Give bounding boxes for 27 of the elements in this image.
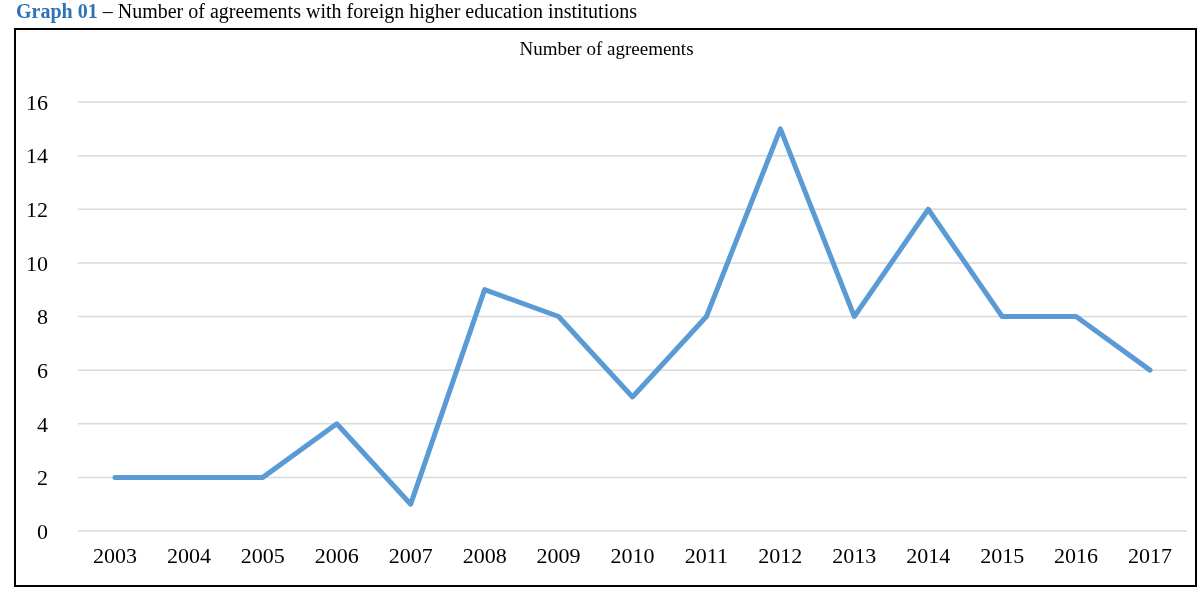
x-tick-label: 2005 [240,542,285,568]
text: – Number of agreements with foreign higher education institutions [101,0,638,22]
x-tick-label: 2012 [758,542,803,568]
x-tick-label: 2009 [536,542,581,568]
y-tick-label: 6 [37,357,48,383]
x-tick-label: 2016 [1054,542,1099,568]
caption: Graph 01 [16,0,98,22]
x-tick-label: 2017 [1128,542,1173,568]
y-tick-label: 16 [26,89,48,115]
x-tick-label: 2010 [610,542,655,568]
y-tick-label: 10 [26,250,48,276]
y-tick-label: 2 [37,465,48,491]
x-tick-label: 2014 [906,542,951,568]
y-tick-label: 8 [37,304,48,330]
x-tick-label: 2008 [462,542,507,568]
chart-title: Number of agreements [518,38,695,60]
x-tick-label: 2015 [980,542,1025,568]
x-tick-label: 2013 [832,542,877,568]
y-tick-label: 4 [37,411,48,437]
x-tick-label: 2003 [92,542,137,568]
y-tick-label: 12 [26,197,48,223]
y-tick-label: 14 [26,143,48,169]
x-tick-label: 2006 [314,542,359,568]
x-tick-label: 2011 [684,542,729,568]
x-tick-label: 2007 [388,542,433,568]
y-tick-label: 0 [37,518,48,544]
x-tick-label: 2004 [166,542,211,568]
